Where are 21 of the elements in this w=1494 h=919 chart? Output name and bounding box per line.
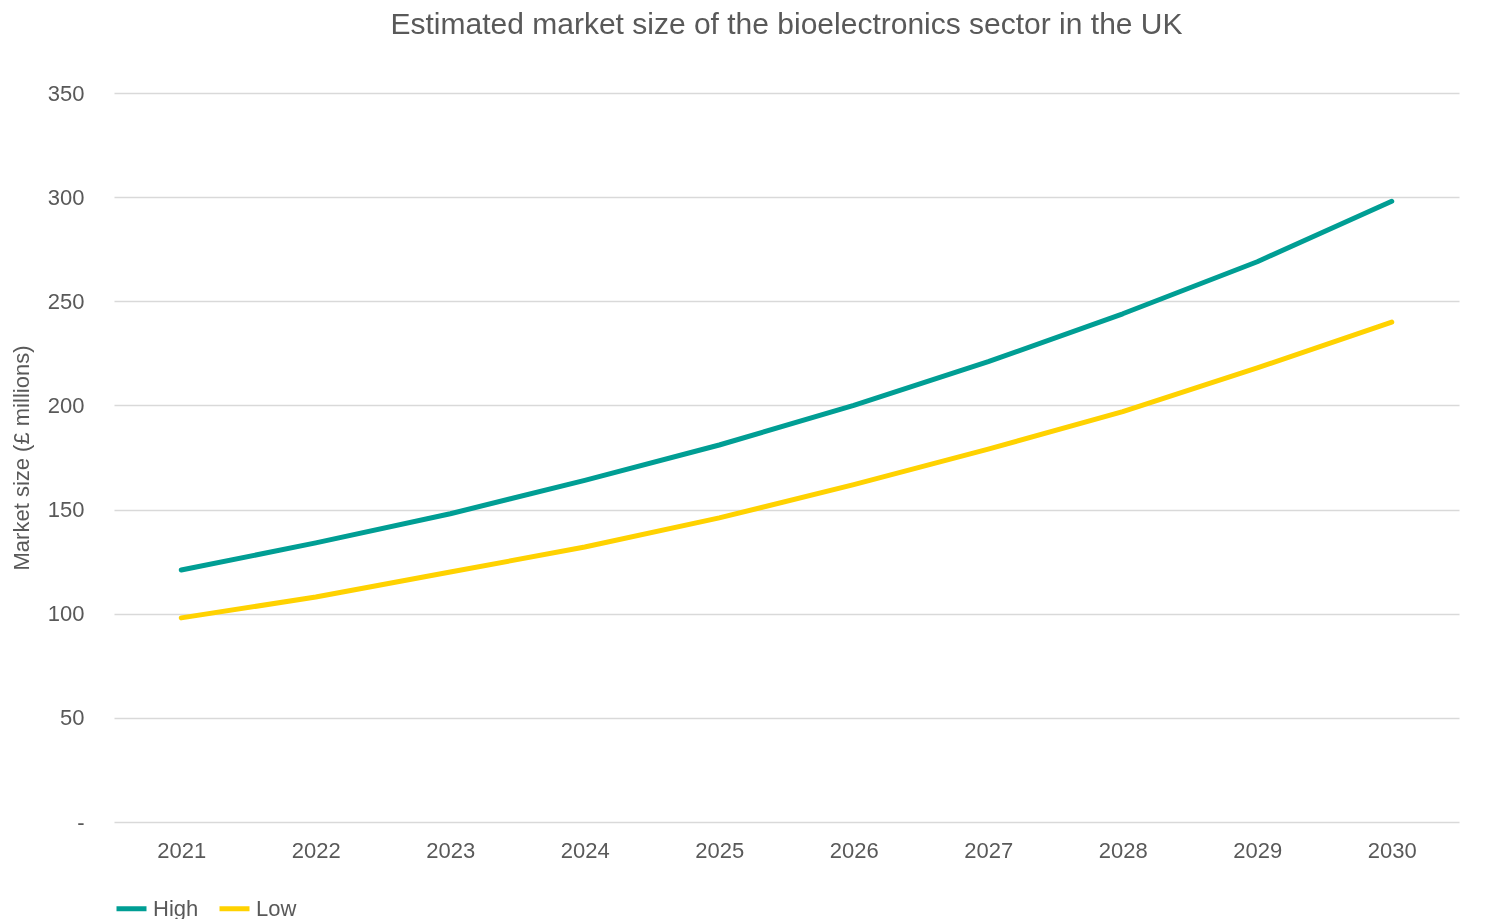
x-tick-label: 2028 [1098,837,1148,863]
x-tick-label: 2022 [291,837,341,863]
legend-label: Low [256,895,297,919]
y-tick-label: 50 [60,705,85,731]
chart-title: Estimated market size of the bioelectronics sector in the UK [390,7,1183,40]
x-tick-label: 2024 [560,837,610,863]
x-tick-label: 2023 [426,837,476,863]
y-tick-label: - [77,809,85,835]
y-tick-label: 300 [47,184,85,210]
y-tick-label: 350 [47,80,85,106]
x-tick-label: 2026 [829,837,879,863]
y-tick-label: 250 [47,288,85,314]
x-tick-label: 2027 [964,837,1014,863]
y-tick-label: 100 [47,601,85,627]
y-axis-title: Market size (£ millions) [8,345,34,571]
x-tick-label: 2030 [1367,837,1417,863]
x-tick-label: 2021 [157,837,207,863]
x-tick-label: 2025 [695,837,745,863]
y-tick-label: 150 [47,497,85,523]
y-tick-label: 200 [47,392,85,418]
x-tick-label: 2029 [1233,837,1283,863]
